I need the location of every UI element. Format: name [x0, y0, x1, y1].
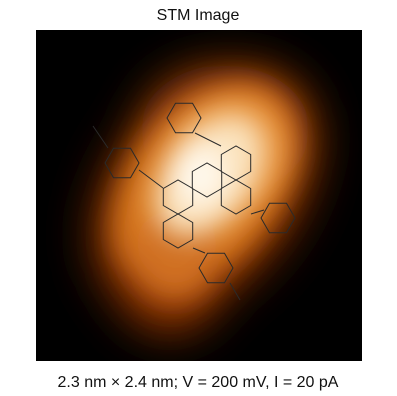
title: STM Image — [157, 7, 240, 24]
caption: 2.3 nm × 2.4 nm; V = 200 mV, I = 20 pA — [58, 374, 339, 391]
stm-image — [36, 21, 366, 361]
figure-svg: STM Image 2.3 nm × 2.4 nm; V = 200 mV, I… — [0, 0, 397, 396]
figure: STM Image 2.3 nm × 2.4 nm; V = 200 mV, I… — [0, 0, 397, 396]
